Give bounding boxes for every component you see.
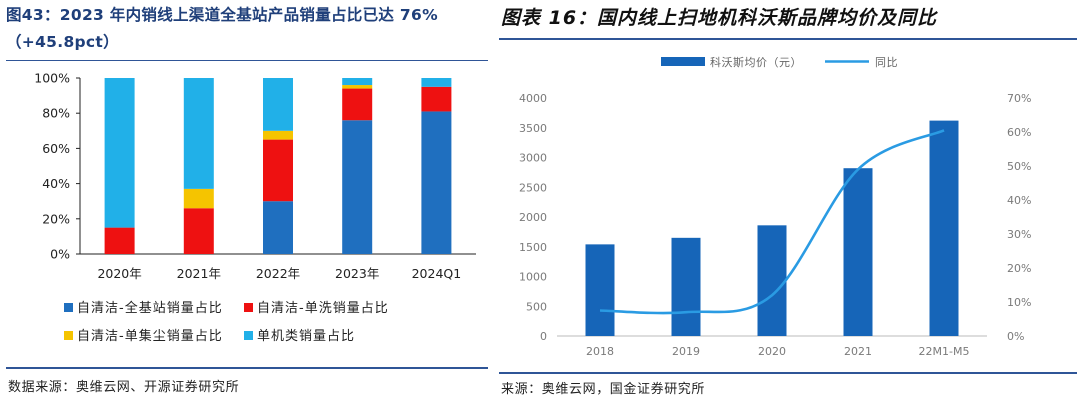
- right-left-y-tick-label: 0: [540, 330, 547, 343]
- right-bar-line-chart: 0 500 1000 1500 2000 2500 3000 3500 4000 0% 10% 20%…: [519, 55, 1031, 358]
- right-x-tick-label: 2018: [586, 345, 614, 358]
- right-right-y-tick-label: 50%: [1007, 160, 1031, 173]
- left-y-tick-label: 60%: [42, 141, 70, 156]
- left-chart-panel: 图43：2023 年内销线上渠道全基站产品销量占比已达 76%（+45.8pct…: [0, 0, 492, 402]
- right-yoy-line: [599, 129, 945, 315]
- left-bar-segment: [104, 78, 135, 228]
- left-bar-segment: [104, 227, 135, 254]
- right-left-y-tick-label: 4000: [519, 92, 547, 105]
- left-x-tick-label: 2023年: [335, 266, 379, 281]
- right-right-y-tick-label: 40%: [1007, 194, 1031, 207]
- left-y-tick-label: 40%: [42, 176, 70, 191]
- left-bar-segment: [342, 85, 373, 89]
- left-legend-swatch: [244, 331, 253, 340]
- right-left-y-tick-label: 3000: [519, 152, 547, 165]
- right-chart-panel: 图表 16：国内线上扫地机科沃斯品牌均价及同比 0 500 1000 1500 2000…: [497, 0, 1080, 402]
- left-bar-segment: [342, 88, 373, 121]
- left-bar-segment: [183, 188, 214, 209]
- right-x-tick-label: 2019: [672, 345, 700, 358]
- left-bar-segment: [263, 201, 293, 254]
- right-left-y-tick-label: 1000: [519, 271, 547, 284]
- right-right-y-tick-label: 60%: [1007, 126, 1031, 139]
- right-x-tick-label: 22M1-M5: [919, 345, 970, 358]
- left-legend-label: 自清洁-单洗销量占比: [257, 301, 389, 316]
- left-bar-segment: [421, 86, 452, 112]
- right-source-rule: [499, 372, 1077, 374]
- right-left-y-tick-label: 3500: [519, 122, 547, 135]
- right-legend-line-label: 同比: [875, 56, 898, 69]
- right-right-y-tick-label: 70%: [1007, 92, 1031, 105]
- left-bar-segment: [263, 130, 293, 140]
- left-x-tick-label: 2022年: [256, 266, 300, 281]
- left-x-tick-label: 2020年: [97, 266, 141, 281]
- left-bar-segment: [421, 111, 452, 254]
- left-legend-swatch: [64, 303, 73, 312]
- left-title-rule: [6, 60, 488, 61]
- left-stacked-bar-chart: 0% 20% 40% 60% 80% 100% 2020年 2021年 2022年 2023年 20…: [34, 71, 476, 344]
- right-price-bar: [671, 237, 701, 336]
- left-legend-label: 单机类销量占比: [257, 329, 355, 344]
- right-right-y-tick-label: 0%: [1007, 330, 1024, 343]
- right-legend-bar-swatch: [661, 57, 705, 66]
- right-left-y-tick-label: 2000: [519, 211, 547, 224]
- left-bar-segment: [342, 120, 373, 255]
- right-x-tick-label: 2021: [844, 345, 872, 358]
- left-y-tick-label: 0%: [50, 247, 70, 262]
- left-bar-segment: [183, 78, 214, 189]
- left-legend-swatch: [244, 303, 253, 312]
- right-left-y-tick-label: 2500: [519, 181, 547, 194]
- left-y-tick-label: 80%: [42, 106, 70, 121]
- right-legend-bar-label: 科沃斯均价（元）: [710, 55, 802, 69]
- left-bar-segment: [263, 139, 293, 202]
- left-bar-segment: [183, 208, 214, 254]
- right-x-tick-label: 2020: [758, 345, 786, 358]
- right-price-bar: [757, 225, 787, 336]
- right-price-bar: [929, 120, 959, 336]
- left-x-tick-label: 2024Q1: [412, 266, 462, 281]
- left-chart-title: 图43：2023 年内销线上渠道全基站产品销量占比已达 76%（+45.8pct…: [6, 6, 438, 51]
- left-source-note: 数据来源：奥维云网、开源证券研究所: [8, 380, 240, 395]
- left-bar-segment: [421, 78, 452, 87]
- right-right-y-tick-label: 30%: [1007, 228, 1031, 241]
- right-price-bar: [585, 244, 615, 336]
- left-y-tick-label: 20%: [42, 211, 70, 226]
- right-right-y-tick-label: 10%: [1007, 296, 1031, 309]
- left-source-rule: [6, 367, 488, 369]
- left-bar-segment: [263, 78, 293, 131]
- left-x-tick-label: 2021年: [177, 266, 221, 281]
- right-left-y-tick-label: 500: [526, 300, 547, 313]
- right-source-note: 来源：奥维云网，国金证券研究所: [501, 382, 706, 397]
- left-legend-swatch: [64, 331, 73, 340]
- left-bar-segment: [342, 78, 373, 86]
- right-left-y-tick-label: 1500: [519, 241, 547, 254]
- right-chart-title: 图表 16：国内线上扫地机科沃斯品牌均价及同比: [501, 7, 938, 29]
- left-legend-label: 自清洁-单集尘销量占比: [77, 328, 223, 344]
- right-price-bar: [843, 168, 873, 336]
- left-y-tick-label: 100%: [34, 71, 70, 86]
- right-title-rule: [499, 38, 1077, 40]
- right-right-y-tick-label: 20%: [1007, 262, 1031, 275]
- left-legend-label: 自清洁-全基站销量占比: [77, 300, 223, 316]
